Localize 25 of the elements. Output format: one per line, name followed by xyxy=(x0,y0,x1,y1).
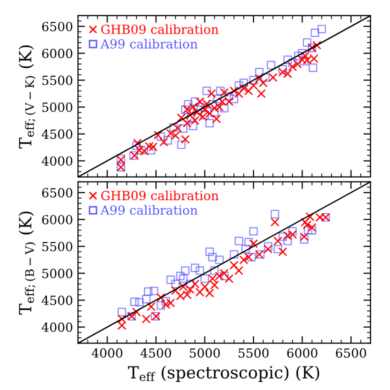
y-axis-title: T$_{eff;(V−K)}$ (K) xyxy=(18,45,36,148)
y-tick-label: 4000 xyxy=(42,156,72,166)
y-tick-label: 5000 xyxy=(42,102,72,112)
x-tick-label: 4500 xyxy=(140,348,172,358)
y-tick-label: 4500 xyxy=(42,296,72,306)
x-tick-label: 4000 xyxy=(92,348,122,358)
x-tick-label: 5500 xyxy=(238,348,269,358)
x-tick-label: 6500 xyxy=(336,348,366,358)
legend-label: A99 calibration xyxy=(100,205,198,215)
legend-label: A99 calibration xyxy=(100,38,198,49)
y-tick-label: 6000 xyxy=(42,214,72,224)
x-axis-title: T$_{eff}$ (spectroscopic) (K) xyxy=(128,366,320,382)
y-tick-label: 5000 xyxy=(42,268,72,278)
y-tick-label: 6500 xyxy=(42,22,72,32)
legend-label: GHB09 calibration xyxy=(101,24,219,34)
y-tick-label: 4500 xyxy=(42,129,72,139)
y-axis-title: T$_{eff;(B−V)}$ (K) xyxy=(18,212,36,315)
y-tick-label: 5500 xyxy=(42,242,72,252)
y-tick-label: 6500 xyxy=(42,188,72,198)
y-tick-label: 5500 xyxy=(42,76,72,86)
y-tick-label: 6000 xyxy=(42,48,72,58)
x-tick-label: 6000 xyxy=(287,348,318,358)
x-tick-label: 5000 xyxy=(190,348,220,358)
legend-label: GHB09 calibration xyxy=(101,190,219,200)
y-tick-label: 4000 xyxy=(42,322,72,332)
